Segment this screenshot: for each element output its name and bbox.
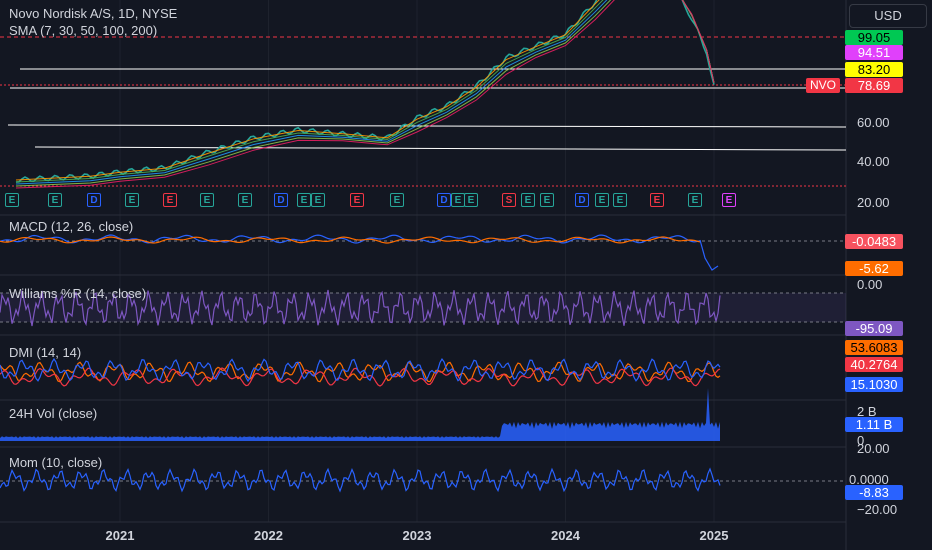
sma-line [15, 0, 715, 183]
macd-value-badge: -0.0483 [845, 234, 903, 249]
event-marker: E [521, 193, 535, 207]
willr-title: Williams %R (14, close) [9, 286, 147, 301]
x-tick-label: 2022 [254, 528, 283, 543]
symbol-title: Novo Nordisk A/S, 1D, NYSE [9, 6, 178, 21]
signal-line [0, 236, 701, 244]
adx-badge: 15.1030 [845, 377, 903, 392]
x-tick-label: 2025 [699, 528, 729, 543]
macd-line [0, 234, 701, 244]
event-marker: D [575, 193, 589, 207]
price-badge: 99.05 [845, 30, 903, 45]
adx-line [0, 357, 721, 383]
mom-axis-label: 0.0000 [849, 472, 889, 487]
vol-axis-label: 2 B [857, 404, 877, 419]
momentum-line [0, 467, 721, 493]
event-marker: S [502, 193, 516, 207]
event-marker: E [200, 193, 214, 207]
volume-area [0, 387, 720, 441]
event-marker: E [163, 193, 177, 207]
event-marker: D [437, 193, 451, 207]
event-marker: E [311, 193, 325, 207]
willr-line [0, 289, 721, 327]
event-marker: E [390, 193, 404, 207]
willr-value-badge: -95.09 [845, 321, 903, 336]
dmi-minus-line [0, 367, 721, 387]
event-marker: E [48, 193, 62, 207]
event-marker: D [87, 193, 101, 207]
macd-line-tail [699, 239, 719, 271]
event-marker: E [350, 193, 364, 207]
mom-axis-label: −20.00 [857, 502, 898, 517]
event-marker: E [297, 193, 311, 207]
event-marker: E [238, 193, 252, 207]
x-tick-label: 2024 [551, 528, 580, 543]
event-marker: E [613, 193, 627, 207]
dmi-title: DMI (14, 14) [9, 345, 82, 360]
vol-axis-label: 0 [857, 433, 865, 448]
vol-value-badge: 1.11 B [845, 417, 903, 432]
event-marker: D [274, 193, 288, 207]
mom-title: Mom (10, close) [9, 455, 103, 470]
mom-axis-label: 20.00 [857, 441, 890, 456]
x-tick-label: 2021 [105, 528, 135, 543]
event-marker: E [722, 193, 736, 207]
support-line [7, 124, 847, 128]
currency-button[interactable]: USD [849, 4, 927, 28]
sma-line [15, 0, 715, 185]
mom-value-badge: -8.83 [845, 485, 903, 500]
event-marker: E [595, 193, 609, 207]
sma-line [15, 0, 715, 187]
event-marker: E [125, 193, 139, 207]
sma-title: SMA (7, 30, 50, 100, 200) [9, 23, 158, 38]
sma-line [15, 0, 715, 189]
event-marker: E [650, 193, 664, 207]
price-badge: 94.51 [845, 45, 903, 60]
willr-axis-label: 0.00 [857, 277, 883, 292]
price-axis-label: 20.00 [857, 195, 890, 210]
event-marker: E [688, 193, 702, 207]
price-axis-label: 40.00 [857, 154, 890, 169]
dmi-plus-badge: 53.6083 [845, 340, 903, 355]
event-marker: E [464, 193, 478, 207]
sma-line [15, 0, 715, 181]
vol-title: 24H Vol (close) [9, 406, 98, 421]
macd-title: MACD (12, 26, close) [9, 219, 134, 234]
price-badge: 78.69 [845, 78, 903, 93]
dmi-minus-badge: 40.2764 [845, 357, 903, 372]
symbol-tag: NVO [806, 78, 841, 93]
event-marker: E [451, 193, 465, 207]
price-axis-label: 60.00 [857, 115, 890, 130]
signal-value-badge: -5.62 [845, 261, 903, 276]
x-tick-label: 2023 [402, 528, 432, 543]
price-badge: 83.20 [845, 62, 903, 77]
event-marker: E [5, 193, 19, 207]
support-line [34, 146, 847, 151]
event-marker: E [540, 193, 554, 207]
